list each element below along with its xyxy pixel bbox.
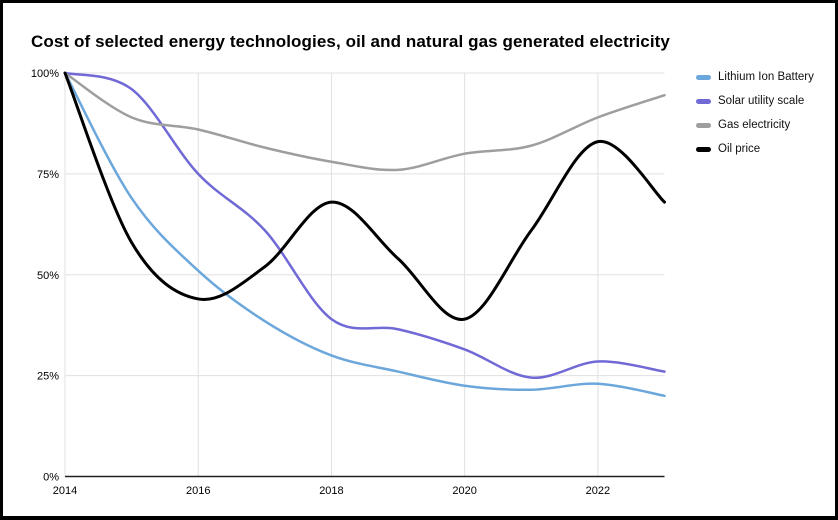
legend-swatch-icon <box>696 74 711 80</box>
legend-item-oil-price: Oil price <box>696 137 814 161</box>
legend-swatch-icon <box>696 122 711 128</box>
y-tick-label: 0% <box>43 472 59 484</box>
legend: Lithium Ion Battery Solar utility scale Ga… <box>696 65 814 161</box>
legend-swatch-icon <box>696 146 711 152</box>
chart-plot-area: 0% 25% 50% 75% 100% 2014 2016 2018 2020 2022 <box>31 68 666 497</box>
series-line-lithium-ion-battery <box>63 71 666 398</box>
y-tick-label: 75% <box>37 169 59 181</box>
legend-item-lithium-ion-battery: Lithium Ion Battery <box>696 65 814 89</box>
x-tick-label: 2014 <box>53 485 77 497</box>
x-tick-label: 2018 <box>319 485 343 497</box>
legend-label: Lithium Ion Battery <box>718 71 814 83</box>
series-line-solar-utility-scale <box>63 71 666 379</box>
y-tick-label: 50% <box>37 270 59 282</box>
legend-item-solar-utility-scale: Solar utility scale <box>696 89 814 113</box>
series-line-oil-price <box>63 71 666 321</box>
series-line-gas-electricity <box>63 71 666 172</box>
x-tick-label: 2016 <box>186 485 210 497</box>
y-tick-label: 25% <box>37 371 59 383</box>
legend-label: Oil price <box>718 143 761 155</box>
series-lines <box>63 71 666 398</box>
x-tick-label: 2020 <box>452 485 476 497</box>
tick-labels: 0% 25% 50% 75% 100% 2014 2016 2018 2020 2022 <box>31 68 610 497</box>
legend-item-gas-electricity: Gas electricity <box>696 113 814 137</box>
legend-label: Gas electricity <box>718 119 791 131</box>
chart-title: Cost of selected energy technologies, oi… <box>31 32 670 51</box>
y-tick-label: 100% <box>31 68 59 80</box>
x-tick-label: 2022 <box>586 485 610 497</box>
legend-label: Solar utility scale <box>718 95 805 107</box>
legend-swatch-icon <box>696 98 711 104</box>
